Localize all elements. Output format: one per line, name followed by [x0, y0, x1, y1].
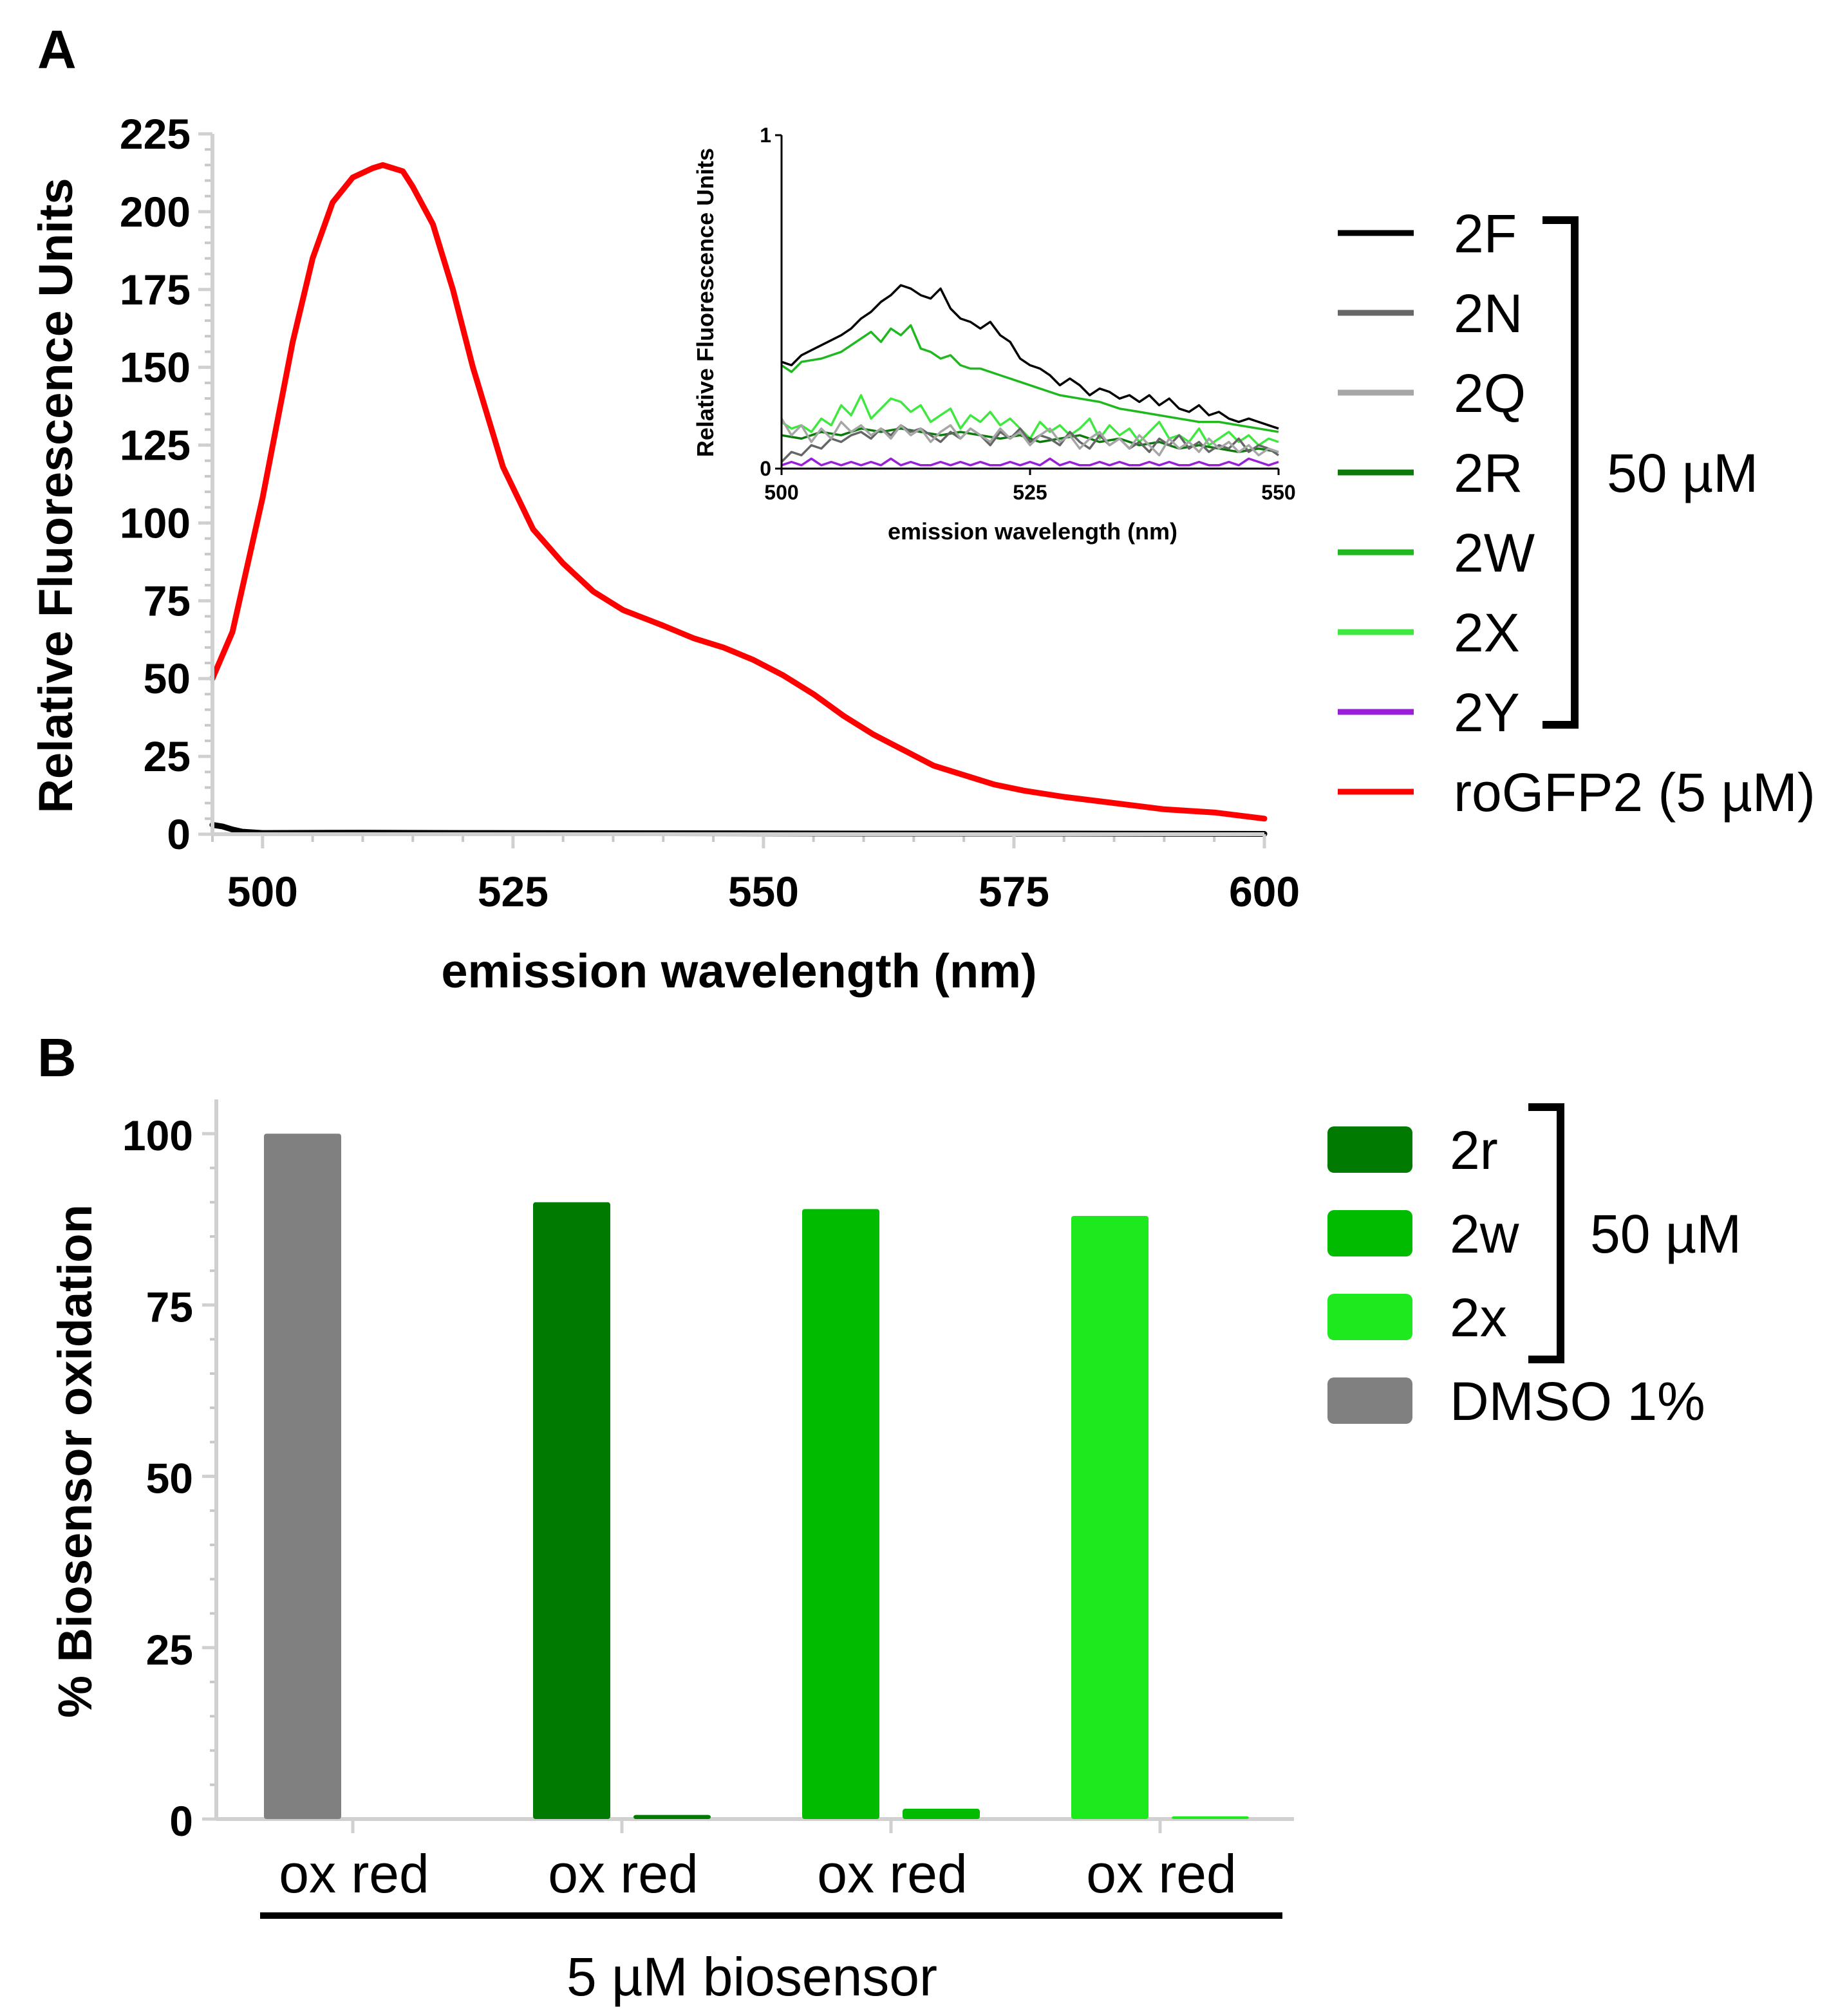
bar-2w-red — [903, 1809, 980, 1819]
y-tick-label-175: 175 — [120, 266, 191, 313]
inset-series-line-2f — [781, 284, 1279, 430]
y-tick-label-75: 75 — [144, 577, 191, 624]
y-tick-label-150: 150 — [120, 344, 191, 391]
panel-b-tick-labels: 0 25 50 75 100 ox red ox red ox red ox red — [122, 1112, 1237, 1904]
legend-a-label-2y: 2Y — [1454, 682, 1520, 743]
inset-x-tick-label-525: 525 — [1013, 481, 1047, 504]
panel-a-legend: 2F 2N 2Q 2R 2W 2X 2Y roGFP2 (5 µM) 50 µM — [1338, 203, 1815, 823]
inset-series-line-2q — [780, 418, 1279, 457]
b-y-tick-label-75: 75 — [146, 1283, 193, 1330]
legend-b-swatch-2r — [1327, 1126, 1412, 1173]
legend-b-label-2w: 2w — [1450, 1204, 1519, 1264]
bar-2x-red — [1172, 1816, 1249, 1819]
b-group-label: ox red — [817, 1843, 967, 1904]
inset-y-tick-label-1: 1 — [760, 124, 771, 147]
y-tick-label-200: 200 — [120, 188, 191, 236]
y-tick-label-225: 225 — [120, 110, 191, 158]
x-tick-label-525: 525 — [478, 868, 548, 915]
legend-b-bracket-label: 50 µM — [1590, 1204, 1741, 1264]
panel-a-axes — [198, 132, 1266, 848]
y-tick-label-25: 25 — [144, 733, 191, 780]
legend-a-label-2r: 2R — [1454, 443, 1523, 503]
panel-b-bars — [264, 1134, 1249, 1819]
inset-series — [780, 284, 1279, 467]
legend-a-label-2f: 2F — [1454, 203, 1517, 264]
inset-series-line-2w — [781, 324, 1279, 433]
legend-b-label-2x: 2x — [1450, 1287, 1507, 1348]
bar-2r-ox — [533, 1202, 610, 1819]
b-y-tick-label-50: 50 — [146, 1455, 193, 1502]
y-tick-label-0: 0 — [167, 810, 191, 858]
b-y-tick-label-0: 0 — [169, 1797, 193, 1845]
inset-x-tick-label-550: 550 — [1261, 481, 1295, 504]
b-group-label: ox red — [548, 1843, 698, 1904]
panel-a-inset-chart: 0 1 500 525 550 emission wavelength (nm) Rel… — [692, 124, 1296, 545]
bar-2x-ox — [1071, 1216, 1149, 1819]
y-tick-label-100: 100 — [120, 499, 191, 546]
panel-a-x-axis-title: emission wavelength (nm) — [441, 944, 1036, 998]
legend-b-swatch-dmso-1 — [1327, 1377, 1412, 1424]
inset-y-axis-title: Relative Fluorescence Units — [692, 148, 718, 457]
inset-x-tick-label-500: 500 — [764, 481, 798, 504]
legend-b-label-dmso-1: DMSO 1% — [1450, 1371, 1705, 1432]
b-y-tick-label-25: 25 — [146, 1626, 193, 1674]
legend-a-label-2w: 2W — [1454, 523, 1535, 583]
panel-a-label: A — [37, 19, 77, 80]
b-y-tick-label-100: 100 — [122, 1112, 193, 1159]
legend-a-label-2q: 2Q — [1454, 363, 1526, 424]
bar-2w-ox — [802, 1209, 879, 1819]
panel-b-bar-chart: 0 25 50 75 100 ox red ox red ox red ox red % Bio… — [48, 1099, 1294, 2007]
bar-2r-red — [633, 1815, 711, 1819]
legend-a-label-rogfp2-5-m: roGFP2 (5 µM) — [1454, 762, 1815, 823]
inset-tick-labels: 0 1 500 525 550 — [760, 124, 1295, 504]
y-tick-label-125: 125 — [120, 422, 191, 469]
panel-b-label: B — [37, 1027, 77, 1088]
y-tick-label-50: 50 — [144, 655, 191, 702]
inset-series-line-2y — [781, 457, 1279, 467]
legend-b-swatch-2x — [1327, 1294, 1412, 1340]
legend-a-bracket-label: 50 µM — [1607, 443, 1758, 503]
x-tick-label-500: 500 — [227, 868, 298, 915]
x-tick-label-575: 575 — [979, 868, 1049, 915]
legend-b-swatch-2w — [1327, 1210, 1412, 1256]
legend-a-label-2x: 2X — [1454, 602, 1520, 663]
inset-axes — [775, 134, 1280, 475]
series-line-rogfp2-5-m — [209, 162, 1268, 822]
panel-a-y-axis-title: Relative Fluorescence Units — [29, 178, 82, 813]
inset-series-line-2n — [780, 424, 1279, 463]
x-tick-label-550: 550 — [728, 868, 799, 915]
panel-b-legend: 2r 2w 2x DMSO 1% 50 µM — [1327, 1103, 1741, 1432]
inset-y-tick-label-0: 0 — [760, 457, 771, 480]
panel-b-x-axis-title: 5 µM biosensor — [567, 1946, 937, 2007]
legend-a-label-2n: 2N — [1454, 283, 1523, 344]
legend-b-label-2r: 2r — [1450, 1120, 1498, 1181]
legend-a-bracket — [1542, 216, 1579, 729]
inset-x-axis-title: emission wavelength (nm) — [888, 518, 1177, 545]
b-group-label: ox red — [279, 1843, 429, 1904]
bar-dmso-1-ox — [264, 1134, 341, 1819]
legend-b-bracket — [1528, 1103, 1564, 1363]
panel-b-y-axis-title: % Biosensor oxidation — [48, 1204, 102, 1718]
b-group-label: ox red — [1086, 1843, 1236, 1904]
panel-a-tick-labels: 0 25 50 75 100 125 150 175 200 225 500 525 550 575 600 — [120, 110, 1300, 915]
panel-a-line-chart: 0 25 50 75 100 125 150 175 200 225 500 525 550 575 600… — [29, 110, 1300, 998]
x-tick-label-600: 600 — [1229, 868, 1300, 915]
